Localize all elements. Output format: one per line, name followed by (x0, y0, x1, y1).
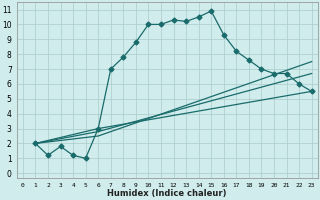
X-axis label: Humidex (Indice chaleur): Humidex (Indice chaleur) (108, 189, 227, 198)
